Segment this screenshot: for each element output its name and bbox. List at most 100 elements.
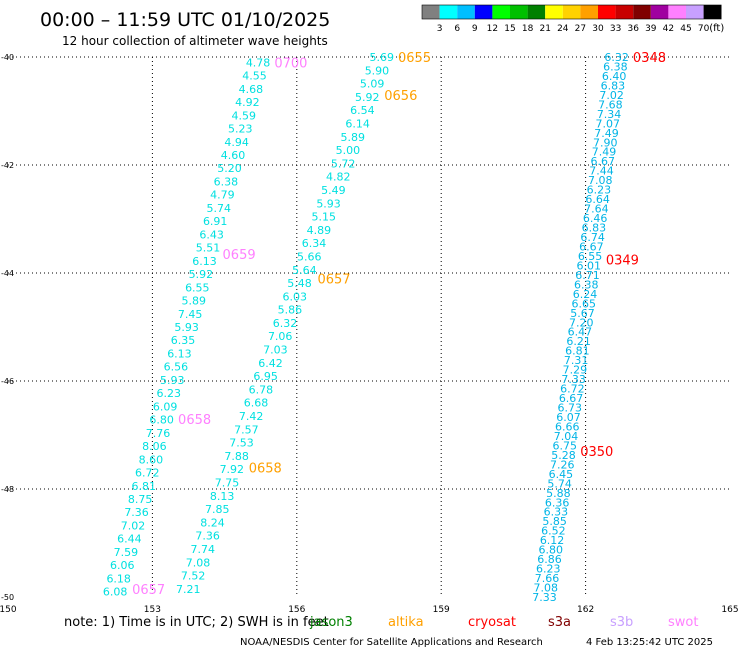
chart-title: 00:00 – 11:59 UTC 01/10/2025 bbox=[40, 9, 330, 31]
time-label: 0350 bbox=[580, 445, 613, 460]
wave-height-label: 6.65 bbox=[571, 297, 596, 310]
wave-height-label: 7.42 bbox=[239, 410, 264, 423]
wave-height-label: 7.66 bbox=[535, 572, 560, 585]
wave-height-label: 8.24 bbox=[200, 516, 225, 529]
colorbar-tick-label: 45 bbox=[680, 24, 691, 34]
wave-height-label: 6.35 bbox=[171, 334, 196, 347]
wave-height-label: 6.67 bbox=[590, 155, 615, 168]
wave-height-label: 6.18 bbox=[106, 572, 131, 585]
wave-height-label: 6.56 bbox=[164, 361, 189, 374]
altika-track: 5.695.905.095.926.546.145.895.005.724.82… bbox=[176, 51, 431, 596]
wave-height-label: 6.03 bbox=[282, 290, 307, 303]
wave-height-label: 6.67 bbox=[559, 392, 584, 405]
y-axis-ticks: -40 -42 -44 -46 -48 -50 bbox=[1, 53, 14, 602]
wave-height-label: 7.08 bbox=[186, 556, 211, 569]
wave-height-label: 5.00 bbox=[336, 144, 361, 157]
colorbar-frame bbox=[421, 4, 722, 20]
wave-height-label: 6.13 bbox=[167, 347, 192, 360]
wave-height-label: 6.46 bbox=[583, 212, 608, 225]
wave-height-label: 6.43 bbox=[199, 228, 224, 241]
colorbar-swatch bbox=[474, 5, 493, 19]
wave-height-label: 6.73 bbox=[558, 402, 583, 415]
wave-height-label: 7.44 bbox=[589, 165, 614, 178]
wave-height-label: 7.08 bbox=[533, 582, 558, 595]
colorbar-tick-label: 18 bbox=[522, 24, 534, 34]
wave-height-label: 6.06 bbox=[110, 559, 135, 572]
wave-height-label: 7.07 bbox=[596, 117, 621, 130]
wave-height-label: 7.53 bbox=[229, 437, 254, 450]
time-label: 0659 bbox=[223, 248, 256, 263]
wave-height-label: 6.91 bbox=[203, 215, 228, 228]
wave-height-label: 7.90 bbox=[593, 136, 618, 149]
wave-height-label: 5.48 bbox=[287, 277, 312, 290]
wave-height-label: 7.02 bbox=[121, 519, 146, 532]
time-label: 0655 bbox=[398, 51, 431, 66]
wave-height-label: 7.02 bbox=[599, 89, 624, 102]
colorbar-swatch bbox=[633, 5, 651, 19]
wave-height-label: 6.80 bbox=[539, 544, 564, 557]
wave-height-label: 5.23 bbox=[228, 123, 253, 136]
x-tick-label: 156 bbox=[288, 605, 305, 615]
wave-height-label: 6.01 bbox=[577, 259, 602, 272]
wave-height-label: 6.47 bbox=[568, 326, 593, 339]
colorbar-swatch bbox=[703, 5, 722, 19]
colorbar-swatch bbox=[668, 5, 686, 19]
x-tick-label: 165 bbox=[721, 605, 738, 615]
wave-height-label: 6.83 bbox=[601, 79, 626, 92]
wave-height-label: 5.93 bbox=[316, 197, 341, 210]
wave-height-label: 7.85 bbox=[205, 503, 230, 516]
wave-height-label: 5.86 bbox=[278, 304, 303, 317]
satellite-legend-s3b: s3b bbox=[610, 615, 633, 630]
colorbar-swatch bbox=[492, 5, 510, 19]
wave-height-label: 7.08 bbox=[588, 174, 613, 187]
wave-height-label: 6.71 bbox=[575, 269, 600, 282]
colorbar-tick-label: 42 bbox=[663, 24, 674, 34]
colorbar-tick-label: 30 bbox=[592, 24, 604, 34]
colorbar-tick-label: 39 bbox=[645, 24, 657, 34]
wave-height-label: 7.31 bbox=[564, 354, 589, 367]
time-label: 0658 bbox=[178, 413, 211, 428]
wave-height-label: 7.26 bbox=[550, 458, 575, 471]
time-label: 0657 bbox=[132, 583, 165, 598]
x-tick-label: 162 bbox=[577, 605, 594, 615]
wave-height-label: 4.68 bbox=[239, 83, 264, 96]
wave-height-label: 6.07 bbox=[556, 411, 581, 424]
colorbar-swatch bbox=[510, 5, 528, 19]
wave-height-label: 6.80 bbox=[149, 414, 174, 427]
wave-height-label: 6.64 bbox=[585, 193, 610, 206]
colorbar-tick-label: 21 bbox=[539, 24, 550, 34]
wave-height-label: 5.20 bbox=[217, 162, 242, 175]
satellite-legend-swot: swot bbox=[668, 615, 698, 630]
wave-height-label: 7.36 bbox=[124, 506, 149, 519]
colorbar-swatch bbox=[615, 5, 634, 19]
wave-height-label: 5.93 bbox=[174, 321, 199, 334]
wave-height-label: 7.76 bbox=[146, 427, 171, 440]
wave-height-label: 6.23 bbox=[587, 184, 612, 197]
wave-height-label: 5.72 bbox=[331, 157, 356, 170]
wave-height-label: 6.81 bbox=[131, 480, 156, 493]
wave-height-label: 6.32 bbox=[604, 51, 629, 64]
wave-height-label: 6.33 bbox=[544, 506, 569, 519]
wave-height-label: 7.92 bbox=[220, 463, 245, 476]
wave-height-colorbar: 3 6 9 12 15 18 21 24 27 30 33 36 39 42 45 70 bbox=[421, 4, 722, 34]
wave-height-label: 4.79 bbox=[210, 189, 235, 202]
colorbar-swatch bbox=[439, 5, 458, 19]
wave-height-label: 6.74 bbox=[580, 231, 605, 244]
wave-height-label: 6.45 bbox=[549, 468, 574, 481]
colorbar-swatch bbox=[457, 5, 475, 19]
wave-height-label: 5.28 bbox=[551, 449, 576, 462]
wave-height-label: 7.52 bbox=[181, 570, 206, 583]
wave-height-label: 6.08 bbox=[103, 586, 128, 599]
satellite-legend-s3a: s3a bbox=[548, 615, 571, 630]
colorbar-swatch bbox=[545, 5, 563, 19]
wave-height-label: 7.03 bbox=[263, 344, 288, 357]
colorbar-swatch bbox=[650, 5, 669, 19]
colorbar-tick-label: 27 bbox=[575, 24, 586, 34]
colorbar-swatch bbox=[580, 5, 598, 19]
footer-timestamp: 4 Feb 13:25:42 UTC 2025 bbox=[586, 637, 713, 648]
wave-height-label: 4.78 bbox=[246, 56, 271, 69]
time-label: 0657 bbox=[317, 272, 350, 287]
wave-height-label: 6.78 bbox=[249, 383, 274, 396]
x-tick-label: 150 bbox=[0, 605, 17, 615]
y-tick-label: -40 bbox=[1, 53, 14, 62]
